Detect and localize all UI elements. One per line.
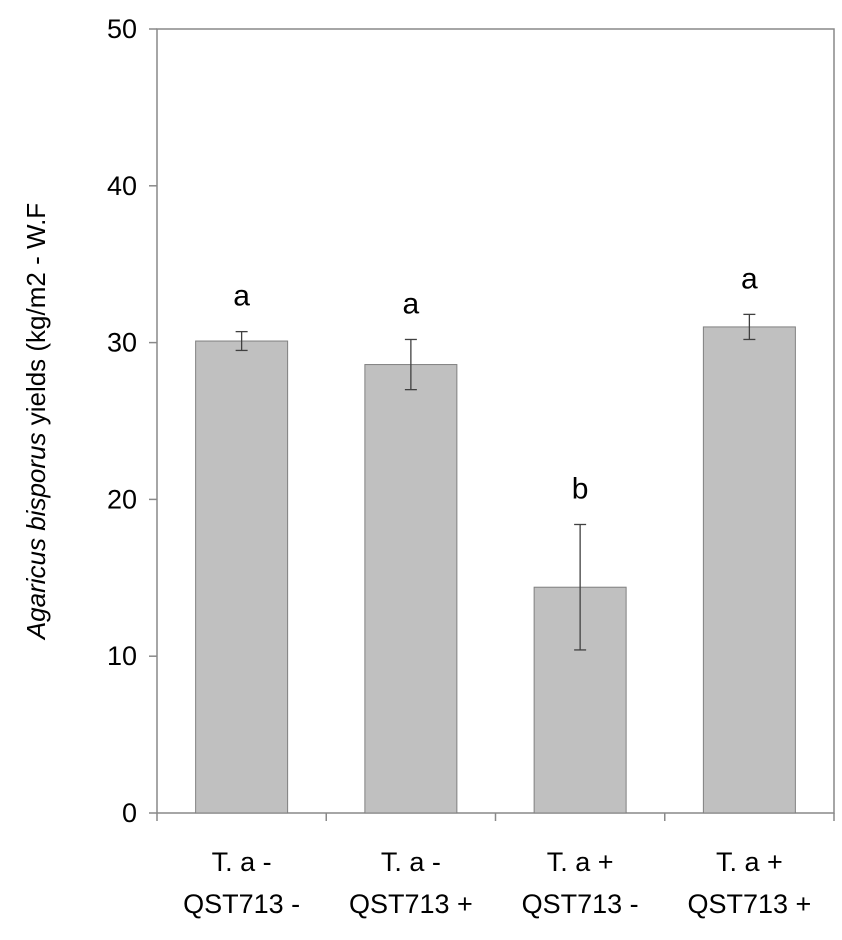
y-axis-title-rest: yields (kg/m2 - W.F	[21, 203, 51, 433]
category-labels-group: T. a - QST713 - T. a - QST713 + T. a + QST713…	[183, 847, 811, 919]
category-label: QST713 -	[183, 889, 300, 919]
y-axis-title: Agaricus bisporus yields (kg/m2 - W.F	[21, 203, 51, 641]
error-bars-group	[235, 313, 756, 651]
category-label: QST713 -	[522, 889, 639, 919]
category-label: QST713 +	[687, 889, 811, 919]
significance-labels-group: a a b a	[233, 262, 758, 505]
y-tick-label: 10	[107, 641, 137, 671]
bars-group	[195, 326, 796, 814]
category-label: T. a -	[212, 847, 272, 877]
bar	[195, 340, 289, 814]
y-tick-label: 40	[107, 171, 137, 201]
bar	[702, 326, 796, 814]
significance-label: a	[741, 262, 758, 295]
significance-label: b	[572, 472, 589, 505]
y-tick-label: 50	[107, 14, 137, 44]
x-ticks-group	[156, 813, 835, 821]
category-label: T. a +	[716, 847, 783, 877]
y-axis-title-italic: Agaricus bisporus	[21, 433, 51, 642]
y-tick-label: 20	[107, 484, 137, 514]
significance-label: a	[403, 287, 420, 320]
category-label: T. a -	[381, 847, 441, 877]
y-tick-label: 0	[122, 798, 137, 828]
significance-label: a	[233, 280, 250, 313]
y-tick-label: 30	[107, 328, 137, 358]
category-label: T. a +	[547, 847, 614, 877]
bar	[364, 364, 458, 814]
y-ticks-group: 0 10 20 30 40 50	[107, 14, 157, 828]
category-label: QST713 +	[349, 889, 473, 919]
